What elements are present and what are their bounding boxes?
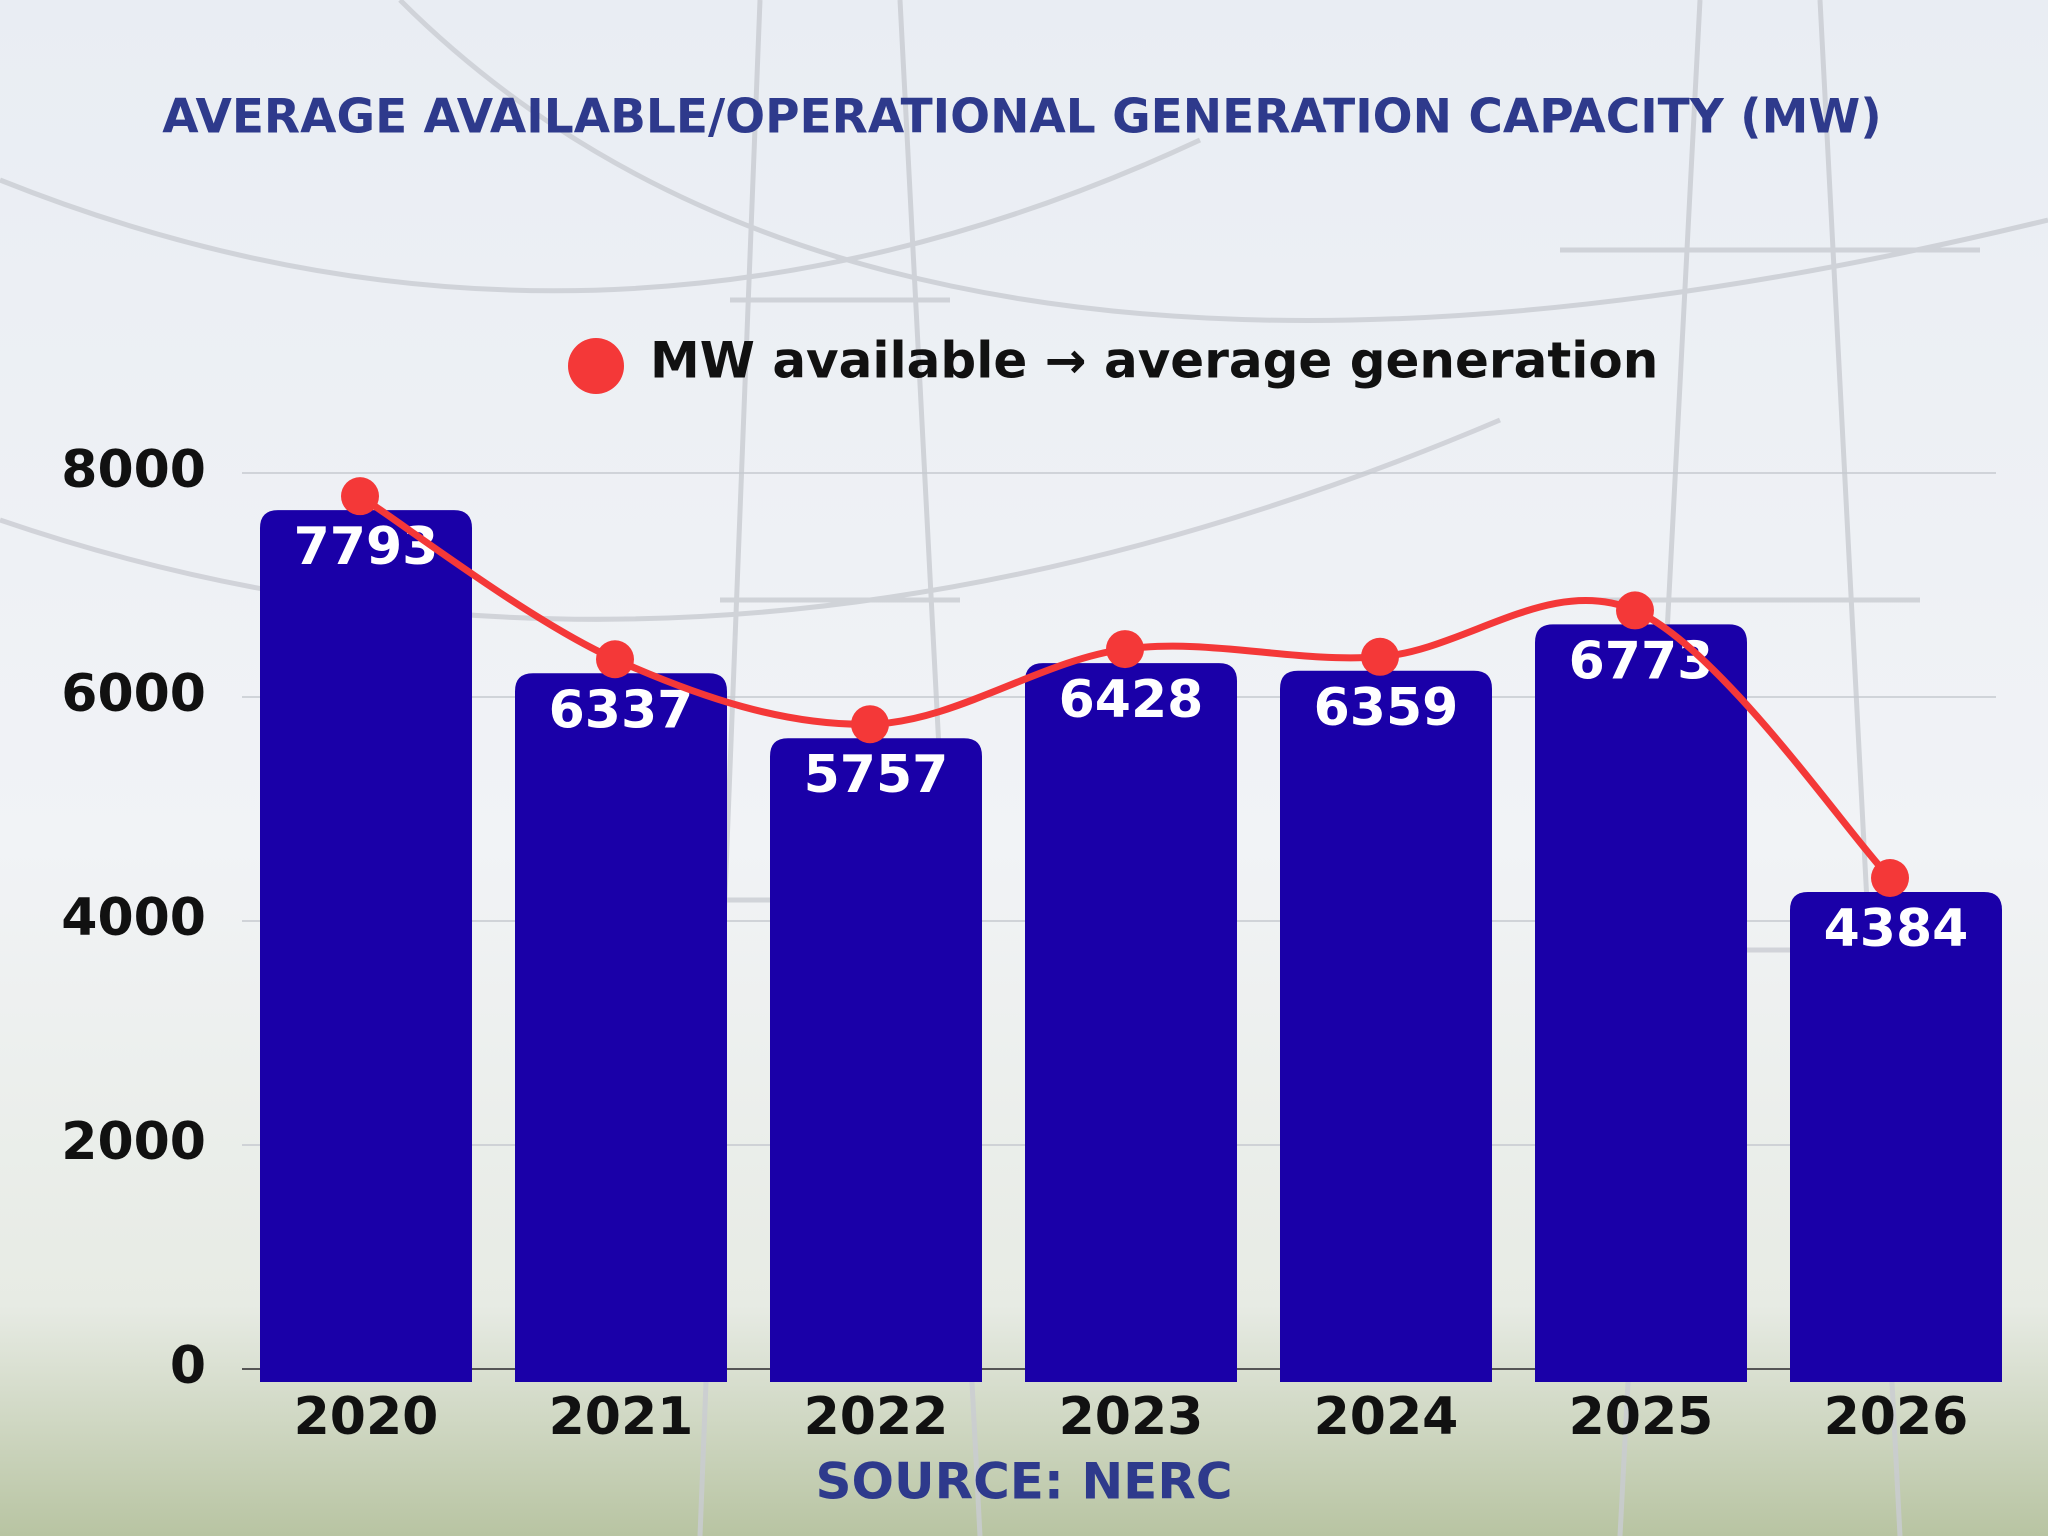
legend-label: MW available → average generation — [650, 332, 1658, 390]
data-label: 6773 — [1569, 631, 1714, 691]
x-tick-label: 2023 — [1059, 1387, 1204, 1447]
line-point — [341, 477, 379, 516]
line-point — [851, 705, 889, 744]
data-label: 6428 — [1059, 670, 1204, 730]
x-tick-label: 2021 — [549, 1387, 694, 1447]
data-label: 7793 — [294, 517, 439, 577]
y-tick-label: 2000 — [61, 1112, 206, 1172]
x-tick-label: 2024 — [1314, 1387, 1459, 1447]
y-tick-label: 0 — [170, 1336, 206, 1396]
y-tick-label: 6000 — [61, 664, 206, 724]
bar — [260, 510, 472, 1383]
legend-marker — [568, 338, 624, 394]
line-point — [1361, 637, 1399, 676]
x-tick-label: 2020 — [294, 1387, 439, 1447]
line-point — [596, 640, 634, 679]
line-point — [1106, 630, 1144, 669]
data-label: 6359 — [1314, 678, 1459, 738]
bar — [1535, 624, 1747, 1382]
x-tick-label: 2022 — [804, 1387, 949, 1447]
data-label: 5757 — [804, 745, 949, 805]
x-tick-label: 2025 — [1569, 1387, 1714, 1447]
line-point — [1871, 858, 1909, 897]
y-tick-label: 8000 — [61, 440, 206, 500]
line-point — [1616, 591, 1654, 630]
bar — [1280, 670, 1492, 1382]
chart-title: AVERAGE AVAILABLE/OPERATIONAL GENERATION… — [162, 90, 1881, 145]
plot: 0 2000 4000 6000 8000 7793 6337 5757 6428 6359 677… — [61, 332, 2002, 1447]
y-tick-label: 4000 — [61, 888, 206, 948]
bar — [515, 673, 727, 1382]
bar — [770, 738, 982, 1382]
bar — [1790, 891, 2002, 1382]
x-tick-label: 2026 — [1824, 1387, 1969, 1447]
data-label: 4384 — [1824, 899, 1969, 959]
bar — [1025, 663, 1237, 1382]
source: SOURCE: NERC — [815, 1453, 1232, 1511]
data-label: 6337 — [549, 680, 694, 740]
